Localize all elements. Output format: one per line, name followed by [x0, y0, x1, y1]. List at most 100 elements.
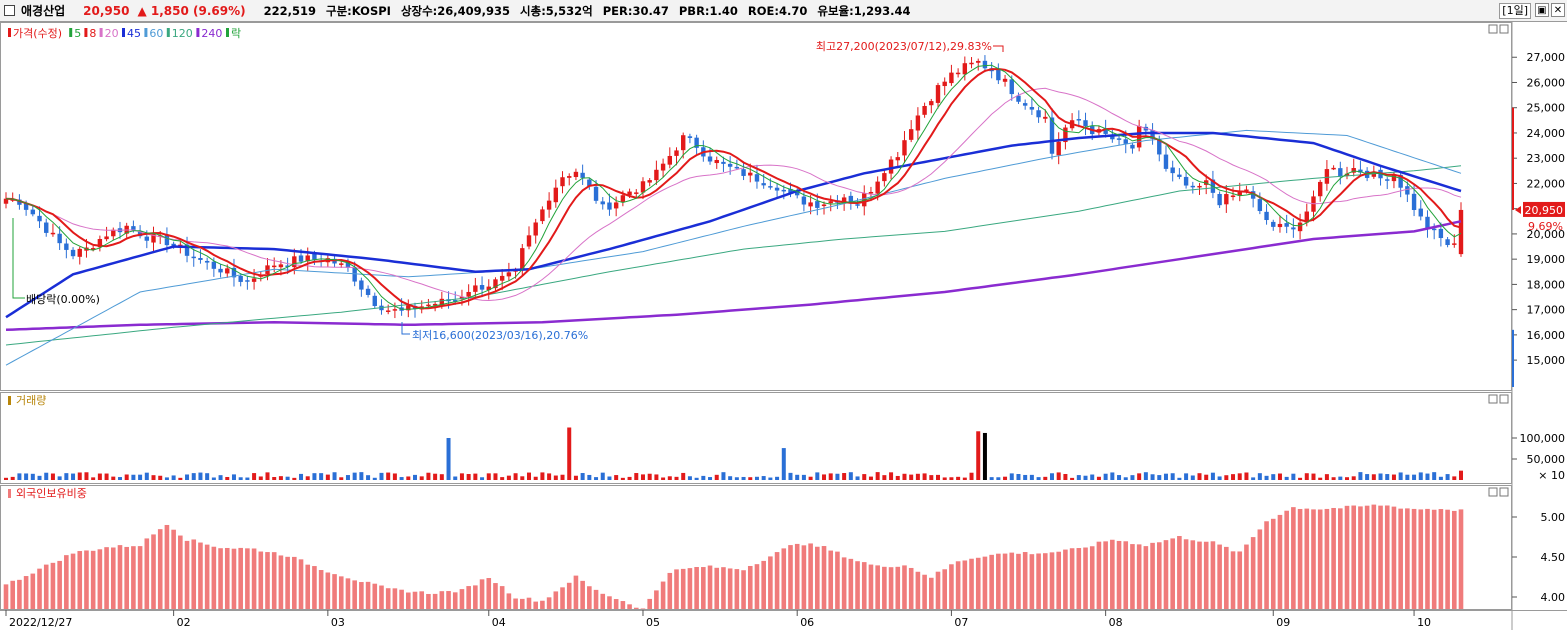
period-button[interactable]: [1일]: [1499, 3, 1531, 19]
volume-bar: [299, 473, 304, 480]
price-axis: 15,00016,00017,00018,00019,00020,00021,0…: [1512, 51, 1565, 387]
foreign-bar: [1002, 553, 1008, 609]
volume-bar: [305, 476, 310, 480]
candle-body: [962, 63, 968, 75]
volume-bar: [875, 472, 880, 480]
candle-body: [1405, 186, 1410, 195]
volume-bar: [942, 477, 947, 480]
dividend-annotation: 배당락(0.00%): [26, 293, 100, 306]
foreign-bar: [1257, 529, 1263, 609]
candle-body: [1344, 173, 1350, 176]
price-annotations: 최고27,200(2023/07/12),29.83% 최저16,600(2023…: [12, 40, 1004, 342]
volume-bar: [352, 472, 357, 480]
x-tick-label: 06: [800, 616, 814, 629]
foreign-bar: [499, 586, 505, 609]
foreign-bar: [674, 569, 679, 609]
candle-body: [77, 248, 82, 257]
price-panel-restore-icon[interactable]: [1488, 24, 1498, 34]
candle-body: [17, 199, 22, 205]
foreign-bar: [332, 574, 337, 609]
candle-body: [1304, 211, 1309, 223]
foreign-bar: [506, 593, 512, 609]
foreign-bar: [815, 546, 820, 609]
foreign-panel-restore-icon[interactable]: [1488, 487, 1498, 497]
candle-body: [707, 156, 713, 162]
candle-body: [727, 163, 733, 167]
candle-body: [526, 235, 532, 247]
foreign-bar: [379, 585, 384, 609]
candle-body: [265, 265, 270, 274]
foreign-bar: [1378, 505, 1383, 609]
candle-body: [1358, 169, 1363, 173]
candle-body: [225, 268, 230, 274]
volume-bar: [694, 477, 699, 480]
foreign-bar: [265, 552, 270, 609]
foreign-bar: [466, 586, 471, 609]
price-panel-close-icon[interactable]: [1499, 24, 1509, 34]
volume-bar: [185, 474, 190, 480]
foreign-bar: [1049, 552, 1055, 609]
foreign-panel-close-icon[interactable]: [1499, 487, 1509, 497]
foreign-bar: [587, 586, 592, 609]
volume-bar: [111, 476, 116, 480]
volume-bar: [91, 477, 96, 480]
volume-bar: [1459, 470, 1463, 480]
ma8-line: [5, 67, 1462, 310]
foreign-bar: [908, 567, 914, 609]
volume-tick-label: 50,000: [1527, 453, 1566, 466]
volume-bar: [1143, 472, 1148, 480]
candle-body: [1063, 127, 1068, 143]
volume-bar: [728, 476, 733, 480]
volume-bar: [915, 473, 920, 480]
per-label: PER:30.47: [602, 3, 669, 18]
foreign-bar: [1110, 539, 1115, 609]
candle-body: [1431, 228, 1437, 231]
foreign-bar: [1063, 549, 1068, 609]
volume-bar: [607, 476, 612, 480]
volume-bar: [278, 476, 283, 480]
volume-bar: [1009, 473, 1014, 480]
volume-bar: [587, 474, 592, 480]
legend-label-5: 60: [149, 27, 163, 40]
volume-bar: [895, 475, 900, 480]
foreign-bar: [406, 592, 411, 609]
select-checkbox[interactable]: [4, 5, 15, 16]
candle-body: [137, 230, 143, 237]
volume-bar: [553, 475, 558, 480]
candle-body: [251, 278, 257, 282]
foreign-bar: [1277, 514, 1283, 609]
volume-bar: [741, 476, 746, 480]
volume-bar: [533, 476, 538, 480]
volume-tick-label: 100,000: [1520, 432, 1566, 445]
volume-bar: [205, 473, 210, 480]
restore-icon[interactable]: ▣: [1535, 3, 1549, 17]
foreign-bar: [1291, 507, 1296, 609]
volume-bar: [71, 473, 76, 480]
volume-bar: [1157, 475, 1162, 480]
legend-label-3: 20: [105, 27, 119, 40]
candle-body: [976, 60, 981, 63]
volume-bar: [969, 472, 974, 480]
foreign-bar: [1351, 505, 1357, 609]
volume-bar: [788, 472, 793, 480]
candle-body: [204, 260, 210, 263]
volume-bar: [560, 474, 565, 480]
volume-bar: [647, 473, 652, 480]
candle-body: [30, 209, 36, 215]
volume-panel-close-icon[interactable]: [1499, 394, 1509, 404]
candle-body: [406, 305, 411, 311]
close-icon[interactable]: ✕: [1551, 3, 1565, 17]
foreign-bar: [1391, 506, 1397, 609]
volume-panel-restore-icon[interactable]: [1488, 394, 1498, 404]
foreign-bar: [312, 566, 317, 609]
legend-marker-5: [144, 28, 148, 37]
candle-body: [292, 256, 297, 268]
low-marker-icon: [401, 322, 410, 335]
foreign-bar: [1083, 547, 1088, 609]
last-price-pointer-icon: [1515, 205, 1521, 214]
foreign-bar: [600, 593, 606, 609]
candle-body: [97, 238, 103, 248]
ma45-line: [5, 131, 1462, 319]
volume-bar: [600, 472, 605, 480]
candle-body: [667, 155, 673, 165]
